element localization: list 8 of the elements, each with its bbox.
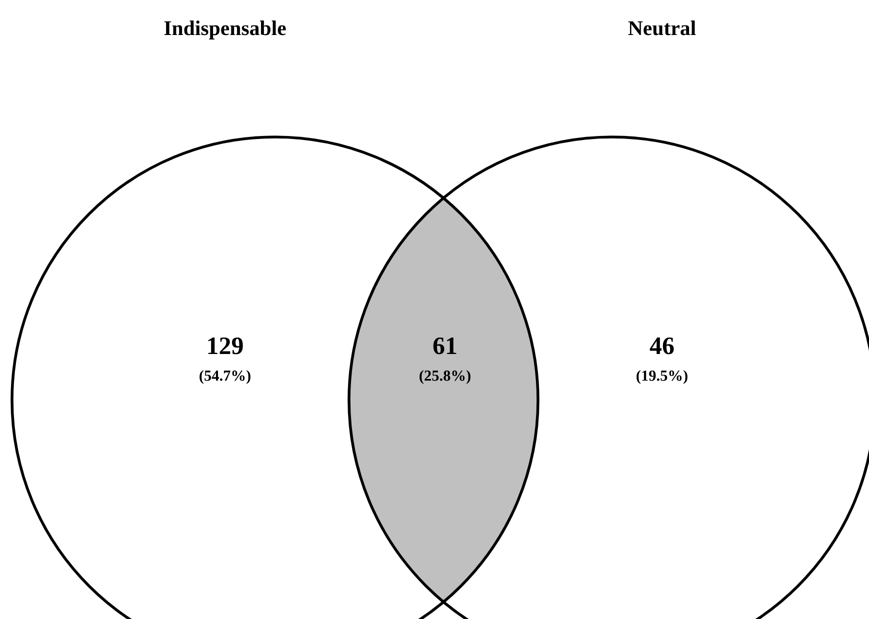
text: (54.7%) bbox=[200, 370, 250, 384]
category-label: Indispensable bbox=[164, 20, 286, 40]
data-label: 129 bbox=[208, 337, 243, 354]
category-label: Neutral bbox=[628, 20, 696, 36]
data-label: 61 bbox=[433, 337, 456, 354]
data-label: 46 bbox=[650, 337, 674, 354]
text: (19.5%) bbox=[636, 370, 688, 384]
text: (25.8%) bbox=[420, 370, 470, 384]
